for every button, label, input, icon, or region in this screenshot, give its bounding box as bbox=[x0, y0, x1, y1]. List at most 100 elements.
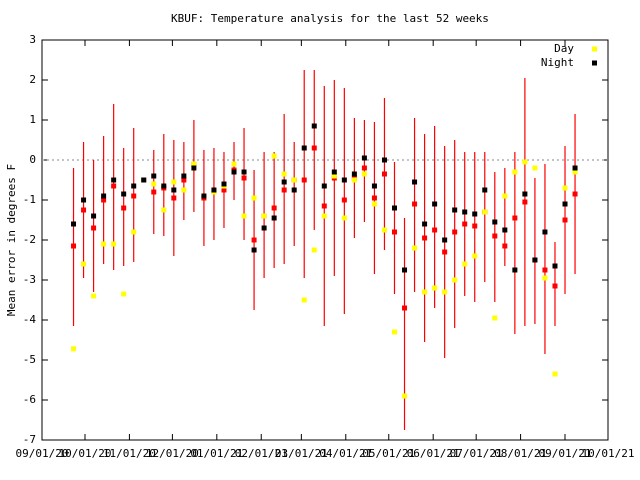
y-tick-label: 2 bbox=[29, 73, 36, 86]
mean-point bbox=[552, 283, 558, 289]
series-point bbox=[391, 205, 397, 211]
mean-point bbox=[151, 189, 157, 195]
series-point bbox=[472, 253, 478, 259]
legend-swatch bbox=[592, 60, 597, 66]
series-point bbox=[261, 213, 267, 219]
series-point bbox=[361, 155, 367, 161]
series-point bbox=[542, 229, 548, 235]
series-point bbox=[462, 209, 468, 215]
mean-point bbox=[512, 215, 518, 221]
series-point bbox=[271, 153, 277, 159]
series-point bbox=[321, 213, 327, 219]
series-point bbox=[131, 183, 137, 189]
series-point bbox=[482, 209, 488, 215]
x-tick-label: 07/01/21 bbox=[450, 447, 503, 460]
series-point bbox=[572, 169, 578, 175]
series-point bbox=[111, 241, 117, 247]
series-point bbox=[161, 183, 167, 189]
series-point bbox=[432, 201, 438, 207]
series-point bbox=[552, 371, 558, 377]
mean-point bbox=[422, 235, 428, 241]
series-point bbox=[532, 257, 538, 263]
x-tick-label: 12/01/20 bbox=[146, 447, 199, 460]
x-tick-label: 03/01/21 bbox=[275, 447, 328, 460]
series-point bbox=[131, 229, 137, 235]
legend-swatch bbox=[592, 46, 597, 52]
mean-point bbox=[251, 237, 257, 243]
series-point bbox=[241, 169, 247, 175]
series-point bbox=[482, 187, 488, 193]
series-point bbox=[281, 171, 287, 177]
series-point bbox=[301, 297, 307, 303]
series-point bbox=[462, 261, 468, 267]
mean-point bbox=[81, 207, 87, 213]
x-tick-label: 01/01/21 bbox=[190, 447, 243, 460]
mean-point bbox=[91, 225, 97, 231]
mean-point bbox=[171, 195, 177, 201]
series-point bbox=[492, 219, 498, 225]
legend-label: Day bbox=[554, 42, 574, 55]
x-tick-label: 10/01/21 bbox=[582, 447, 635, 460]
series-point bbox=[231, 169, 237, 175]
mean-point bbox=[301, 177, 307, 183]
series-point bbox=[381, 227, 387, 233]
series-point bbox=[371, 183, 377, 189]
mean-point bbox=[71, 243, 77, 249]
series-point bbox=[121, 291, 127, 297]
series-point bbox=[341, 215, 347, 221]
plot-border bbox=[41, 39, 609, 441]
series-point bbox=[452, 207, 458, 213]
series-point bbox=[452, 277, 458, 283]
series-point bbox=[261, 225, 267, 231]
series-point bbox=[91, 213, 97, 219]
x-tick-label: 09/01/20 bbox=[16, 447, 69, 460]
series-point bbox=[512, 267, 518, 273]
series-point bbox=[71, 221, 77, 227]
series-point bbox=[291, 187, 297, 193]
series-point bbox=[191, 161, 197, 167]
mean-point bbox=[221, 187, 227, 193]
mean-point bbox=[131, 193, 137, 199]
mean-point bbox=[311, 145, 317, 151]
series-point bbox=[121, 191, 127, 197]
series-point bbox=[171, 187, 177, 193]
x-tick-label: 05/01/21 bbox=[362, 447, 415, 460]
mean-point bbox=[321, 203, 327, 209]
series-point bbox=[361, 171, 367, 177]
series-point bbox=[321, 183, 327, 189]
series-point bbox=[281, 179, 287, 185]
series-point bbox=[311, 247, 317, 253]
mean-point bbox=[181, 177, 187, 183]
series-point bbox=[151, 181, 157, 187]
series-point bbox=[331, 173, 337, 179]
y-tick-label: 3 bbox=[29, 33, 36, 46]
mean-point bbox=[111, 183, 117, 189]
series-point bbox=[341, 177, 347, 183]
series-point bbox=[381, 157, 387, 163]
series-point bbox=[71, 346, 77, 352]
series-point bbox=[412, 179, 418, 185]
mean-point bbox=[452, 229, 458, 235]
mean-point bbox=[341, 197, 347, 203]
series-point bbox=[402, 393, 408, 399]
x-tick-label: 11/01/20 bbox=[103, 447, 156, 460]
x-tick-label: 08/01/21 bbox=[494, 447, 547, 460]
y-tick-label: -4 bbox=[23, 313, 37, 326]
series-point bbox=[522, 159, 528, 165]
series-point bbox=[101, 241, 107, 247]
x-tick-label: 02/01/21 bbox=[235, 447, 288, 460]
y-axis-label: Mean error in degrees F bbox=[5, 164, 18, 316]
series-point bbox=[111, 177, 117, 183]
series-point bbox=[562, 201, 568, 207]
mean-point bbox=[472, 223, 478, 229]
x-tick-label: 09/01/21 bbox=[539, 447, 592, 460]
series-point bbox=[191, 165, 197, 171]
series-point bbox=[81, 261, 87, 267]
series-point bbox=[251, 195, 257, 201]
series-point bbox=[562, 185, 568, 191]
mean-point bbox=[241, 175, 247, 181]
series-point bbox=[502, 227, 508, 233]
mean-point bbox=[412, 201, 418, 207]
series-point bbox=[91, 293, 97, 299]
